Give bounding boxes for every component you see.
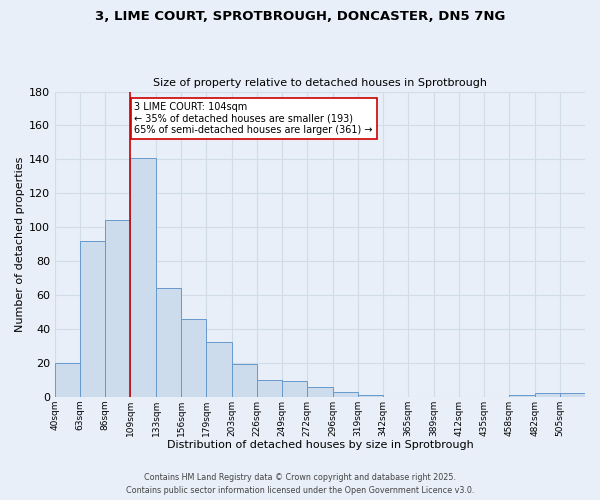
Bar xyxy=(509,395,535,396)
Bar xyxy=(80,240,105,396)
Title: Size of property relative to detached houses in Sprotbrough: Size of property relative to detached ho… xyxy=(153,78,487,88)
Text: 3, LIME COURT, SPROTBROUGH, DONCASTER, DN5 7NG: 3, LIME COURT, SPROTBROUGH, DONCASTER, D… xyxy=(95,10,505,23)
Bar xyxy=(55,363,80,396)
Bar xyxy=(232,364,257,396)
Bar xyxy=(307,386,333,396)
Text: 3 LIME COURT: 104sqm
← 35% of detached houses are smaller (193)
65% of semi-deta: 3 LIME COURT: 104sqm ← 35% of detached h… xyxy=(134,102,373,135)
Bar xyxy=(156,288,181,397)
Bar xyxy=(282,382,307,396)
Bar xyxy=(333,392,358,396)
Bar xyxy=(181,318,206,396)
Text: Contains HM Land Registry data © Crown copyright and database right 2025.
Contai: Contains HM Land Registry data © Crown c… xyxy=(126,474,474,495)
Bar xyxy=(535,394,560,396)
Bar xyxy=(358,395,383,396)
Bar xyxy=(130,158,156,396)
Bar xyxy=(560,394,585,396)
Y-axis label: Number of detached properties: Number of detached properties xyxy=(15,156,25,332)
X-axis label: Distribution of detached houses by size in Sprotbrough: Distribution of detached houses by size … xyxy=(167,440,473,450)
Bar xyxy=(206,342,232,396)
Bar xyxy=(257,380,282,396)
Bar xyxy=(105,220,130,396)
